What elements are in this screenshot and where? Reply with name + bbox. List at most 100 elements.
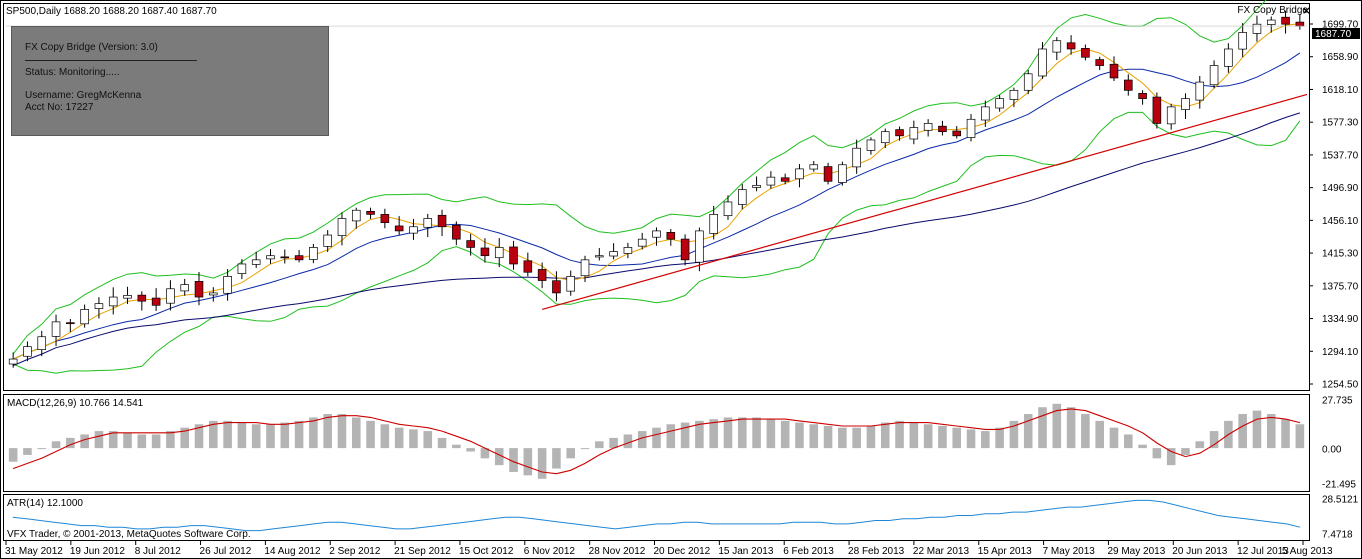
- x-tick-label: 31 May 2012: [5, 546, 63, 557]
- candle-body: [1295, 21, 1305, 27]
- macd-bar: [623, 434, 633, 449]
- macd-bar: [151, 434, 161, 449]
- candle-body: [452, 224, 461, 240]
- panel-divider: [25, 60, 197, 61]
- macd-y-tick-label: 0.00: [1322, 445, 1342, 456]
- candle-body: [1209, 65, 1219, 86]
- candle-body: [552, 280, 561, 294]
- y-tick-label: 1294.10: [1322, 347, 1359, 358]
- macd-pane: [3, 394, 1310, 492]
- candle-body: [1281, 16, 1290, 25]
- macd-bar: [880, 422, 890, 449]
- atr-header: ATR(14) 12.1000: [7, 498, 83, 509]
- ea-close-icon[interactable]: ×: [1301, 4, 1311, 17]
- macd-bar: [209, 420, 218, 449]
- macd-bar: [37, 448, 47, 450]
- candle-body: [895, 129, 904, 137]
- macd-bar: [466, 448, 475, 452]
- macd-bar: [1023, 414, 1033, 449]
- y-tick-label: 1699.70: [1322, 20, 1359, 31]
- macd-bar: [752, 417, 761, 449]
- candle-body: [266, 255, 275, 260]
- macd-bar: [323, 414, 332, 449]
- panel-acct: Acct No: 17227: [25, 102, 94, 113]
- macd-bar: [51, 441, 61, 449]
- macd-signal-line: [12, 408, 1301, 475]
- candle-body: [423, 218, 433, 228]
- x-tick-label: 2 Sep 2012: [329, 546, 381, 557]
- macd-bar: [666, 424, 676, 449]
- macd-bar: [94, 431, 104, 449]
- candle-body: [309, 247, 318, 260]
- macd-bar: [1166, 448, 1176, 466]
- candle-body: [1023, 73, 1033, 91]
- macd-bar: [337, 414, 347, 449]
- macd-bar: [480, 448, 490, 459]
- macd-bar: [66, 437, 75, 449]
- candle-body: [609, 251, 618, 257]
- candle-body: [480, 247, 490, 257]
- candle-body: [223, 276, 232, 294]
- candle-body: [466, 240, 475, 248]
- macd-bar: [294, 420, 304, 449]
- panel-title: FX Copy Bridge (Version: 3.0): [25, 42, 158, 53]
- macd-bar: [194, 424, 204, 449]
- x-tick-label: 28 Nov 2012: [589, 546, 646, 557]
- candle-body: [938, 125, 947, 133]
- candle-body: [180, 284, 189, 292]
- macd-bar: [1081, 414, 1090, 449]
- axis-layer: 1699.70 1658.90 1618.10 1577.30 1537.70 1496.…: [5, 20, 1359, 558]
- macd-bar: [452, 444, 461, 449]
- candle-body: [366, 211, 375, 215]
- macd-bar: [180, 427, 189, 449]
- candle-body: [380, 214, 390, 223]
- macd-bar: [895, 420, 904, 449]
- candle-body: [1138, 93, 1147, 99]
- macd-bar: [23, 448, 32, 455]
- x-tick-label: 7 May 2013: [1043, 546, 1096, 557]
- x-tick-label: 29 May 2013: [1107, 546, 1165, 557]
- x-tick-label: 6 Nov 2012: [524, 546, 576, 557]
- macd-bar: [1195, 441, 1205, 449]
- candle-body: [394, 225, 404, 232]
- candle-body: [209, 292, 218, 296]
- candle-body: [709, 214, 718, 234]
- macd-bar: [1252, 410, 1262, 449]
- candle-body: [866, 139, 876, 151]
- macd-bar: [8, 448, 18, 462]
- candle-body: [437, 214, 447, 228]
- main-pane: [3, 3, 1310, 391]
- macd-bar: [695, 420, 704, 449]
- current-price-text: 1687.70: [1315, 29, 1352, 40]
- candle-body: [995, 98, 1004, 109]
- macd-bar: [108, 431, 118, 449]
- candle-body: [1038, 48, 1047, 77]
- fx-copy-bridge-panel: FX Copy Bridge (Version: 3.0) Status: Mo…: [11, 26, 329, 136]
- candle-body: [1224, 48, 1233, 67]
- macd-bar: [1109, 427, 1119, 449]
- candle-body: [237, 263, 247, 274]
- macd-bar: [680, 422, 690, 449]
- candle-body: [1124, 79, 1133, 91]
- macd-bar: [952, 427, 962, 449]
- macd-bar: [1038, 407, 1047, 449]
- x-tick-label: 15 Oct 2012: [459, 546, 514, 557]
- macd-bar: [1281, 419, 1290, 449]
- candle-body: [752, 185, 761, 188]
- candle-body: [1238, 32, 1247, 50]
- macd-bar: [552, 448, 561, 469]
- candle-body: [695, 230, 704, 263]
- candle-body: [123, 295, 132, 299]
- x-tick-label: 15 Jan 2013: [718, 546, 773, 557]
- candle-body: [838, 164, 847, 183]
- macd-bar: [1266, 414, 1276, 449]
- macd-bar: [251, 424, 261, 449]
- x-tick-label: 20 Dec 2012: [654, 546, 711, 557]
- macd-bar: [566, 448, 576, 459]
- atr-pane: [3, 494, 1310, 541]
- macd-bar: [909, 422, 919, 449]
- candle-body: [151, 297, 161, 306]
- x-tick-label: 8 Jul 2012: [135, 546, 182, 557]
- candle-body: [623, 247, 633, 254]
